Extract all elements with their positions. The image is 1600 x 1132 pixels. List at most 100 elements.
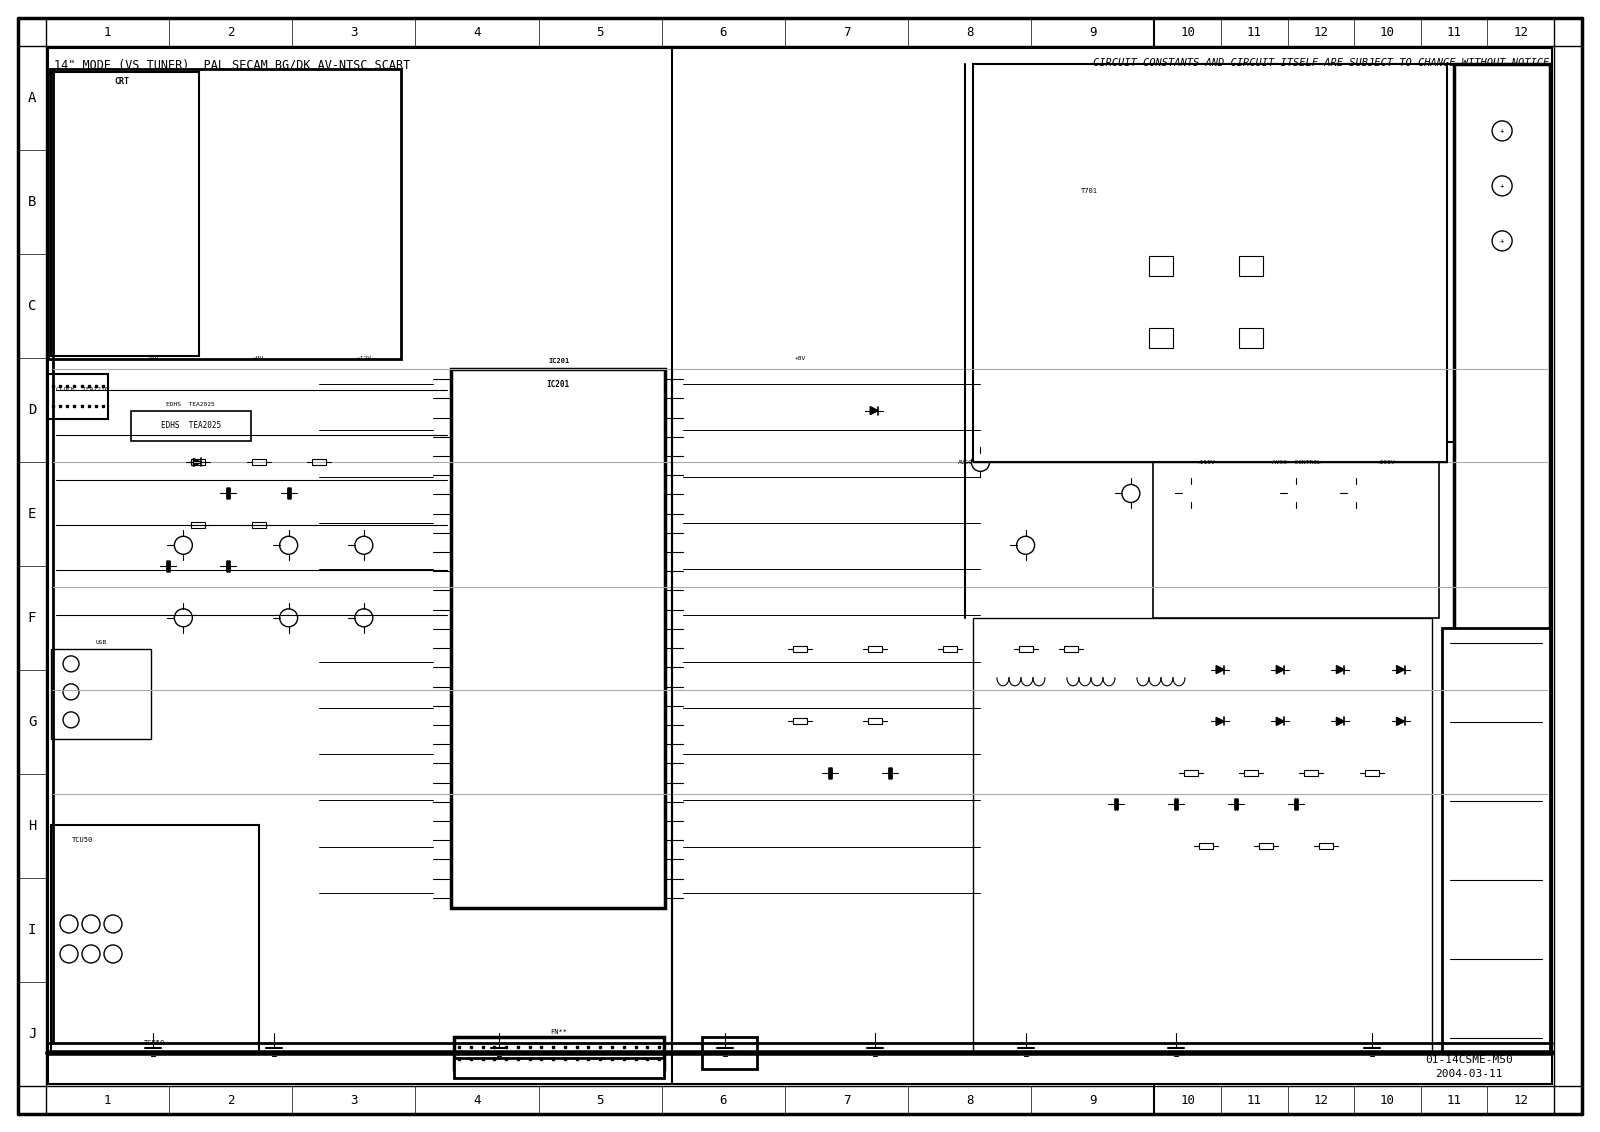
Text: +115V: +115V	[1197, 460, 1216, 465]
Polygon shape	[1336, 718, 1344, 726]
Text: 8: 8	[966, 1094, 973, 1106]
Text: 4: 4	[474, 1094, 480, 1106]
Polygon shape	[194, 458, 202, 466]
Bar	[973, 63, 1446, 462]
Text: +9V: +9V	[253, 357, 264, 361]
Bar	[1454, 63, 1550, 960]
Bar	[192, 460, 205, 465]
Bar	[1389, 1050, 1549, 1083]
Bar	[1365, 770, 1379, 777]
Bar	[869, 646, 882, 652]
Text: FN**: FN**	[550, 1029, 568, 1036]
Text: 10: 10	[1181, 26, 1195, 38]
Text: 12: 12	[1314, 1094, 1328, 1106]
Bar	[1154, 452, 1440, 618]
Bar	[192, 522, 205, 528]
Text: IC201: IC201	[549, 358, 570, 365]
Text: D: D	[27, 403, 37, 417]
Text: 11: 11	[1246, 26, 1262, 38]
Text: CRT: CRT	[115, 77, 130, 86]
Bar	[1149, 256, 1173, 275]
Text: 2004-03-11: 2004-03-11	[1435, 1069, 1502, 1079]
Bar	[1442, 628, 1550, 1053]
Bar	[1154, 63, 1549, 441]
Text: 12: 12	[1514, 1094, 1528, 1106]
Polygon shape	[870, 406, 878, 414]
Text: 10: 10	[1181, 1094, 1195, 1106]
Text: +: +	[1499, 183, 1504, 189]
Bar	[131, 411, 251, 440]
Text: 9: 9	[1090, 26, 1096, 38]
Polygon shape	[1397, 718, 1405, 726]
Text: I: I	[27, 923, 37, 937]
Text: B: B	[27, 195, 37, 209]
Polygon shape	[1277, 718, 1285, 726]
Text: H: H	[27, 818, 37, 833]
Bar	[1198, 842, 1213, 849]
Text: 9: 9	[1090, 1094, 1096, 1106]
Bar	[48, 375, 109, 419]
Bar	[312, 460, 326, 465]
Text: 10: 10	[1379, 1094, 1395, 1106]
Bar	[1304, 770, 1318, 777]
Text: 3: 3	[350, 26, 358, 38]
Text: CIRCUIT CONSTANTS AND CIRCUIT ITSELF ARE SUBJECT TO CHANGE WITHOUT NOTICE: CIRCUIT CONSTANTS AND CIRCUIT ITSELF ARE…	[1093, 58, 1549, 68]
Text: 6: 6	[720, 1094, 726, 1106]
Text: C: C	[27, 299, 37, 314]
Text: 12: 12	[1514, 26, 1528, 38]
Polygon shape	[1216, 666, 1224, 674]
Bar	[251, 460, 266, 465]
Text: USB: USB	[96, 641, 107, 645]
Text: +8V: +8V	[794, 357, 806, 361]
Text: 1: 1	[104, 26, 112, 38]
Polygon shape	[1216, 718, 1224, 726]
Bar	[794, 646, 806, 652]
Bar	[1320, 842, 1333, 849]
Bar	[1018, 63, 1162, 338]
Text: 7: 7	[843, 1094, 850, 1106]
Text: 01-14CSME-M50: 01-14CSME-M50	[1426, 1055, 1514, 1065]
Text: 6: 6	[720, 26, 726, 38]
Bar	[1240, 256, 1264, 275]
Bar	[869, 719, 882, 724]
Text: 12: 12	[1314, 26, 1328, 38]
Bar	[1064, 646, 1078, 652]
Bar	[1019, 646, 1032, 652]
Bar	[1245, 770, 1258, 777]
Text: T701: T701	[1082, 188, 1098, 194]
Bar	[1184, 770, 1198, 777]
Text: EDHS  TEA2025: EDHS TEA2025	[166, 402, 214, 408]
Bar	[48, 69, 402, 359]
Text: 11: 11	[1446, 1094, 1461, 1106]
Bar	[51, 825, 259, 1053]
Polygon shape	[1277, 666, 1285, 674]
Bar	[1240, 328, 1264, 348]
Text: F: F	[27, 611, 37, 625]
Bar	[702, 1037, 757, 1070]
Text: J: J	[27, 1027, 37, 1041]
Text: G: G	[27, 715, 37, 729]
Bar	[454, 1058, 664, 1078]
Text: 1: 1	[104, 1094, 112, 1106]
Text: TCU50: TCU50	[144, 1040, 165, 1046]
Text: +: +	[1499, 238, 1504, 243]
Bar	[794, 719, 806, 724]
Text: E: E	[27, 507, 37, 521]
Text: 4: 4	[474, 26, 480, 38]
Text: A: A	[27, 91, 37, 105]
Bar	[51, 71, 200, 355]
Bar	[973, 618, 1432, 1053]
Text: +12V: +12V	[357, 357, 371, 361]
Text: 5: 5	[597, 26, 603, 38]
Text: 7: 7	[843, 26, 850, 38]
Polygon shape	[1397, 666, 1405, 674]
Text: 11: 11	[1446, 26, 1461, 38]
Bar	[1131, 328, 1176, 457]
Text: AVCC  CONTROL: AVCC CONTROL	[1272, 460, 1320, 464]
Text: 8: 8	[966, 26, 973, 38]
Bar	[251, 522, 266, 528]
Text: EDHS  TEA2025: EDHS TEA2025	[160, 421, 221, 430]
Text: 14" MODE (VS_TUNER)  PAL SECAM BG/DK AV-NTSC SCART: 14" MODE (VS_TUNER) PAL SECAM BG/DK AV-N…	[54, 58, 410, 71]
Text: 11: 11	[1246, 1094, 1262, 1106]
Text: 2: 2	[227, 26, 235, 38]
